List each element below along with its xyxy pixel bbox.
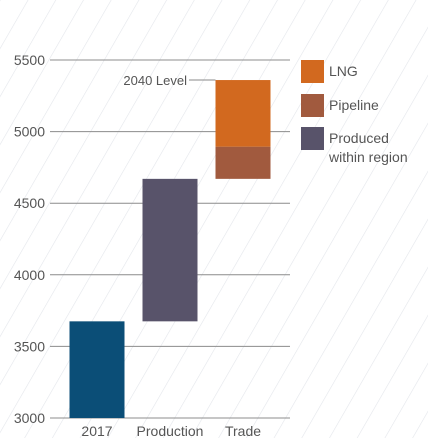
x-tick-label-2017: 2017 xyxy=(81,423,112,438)
legend-label-produced-within-region: Produced within region xyxy=(328,130,408,165)
bar-trade-lng xyxy=(215,80,271,147)
bar-trade-pipeline xyxy=(215,146,271,179)
y-tick-label-5500: 5500 xyxy=(14,52,45,68)
y-tick-label-4000: 4000 xyxy=(14,267,45,283)
legend-label-lng: LNG xyxy=(329,63,358,79)
bars xyxy=(69,80,271,418)
legend-swatch-lng xyxy=(301,60,324,83)
labels: 3000 3500 4000 4500 5000 5500 2017 Production Tr… xyxy=(14,52,261,438)
legend-swatch-produced-within-region xyxy=(301,127,324,150)
legend: LNG Pipeline Produced within region xyxy=(301,60,408,165)
legend-swatch-pipeline xyxy=(301,94,324,117)
legend-label-pipeline: Pipeline xyxy=(329,97,379,113)
y-tick-label-4500: 4500 xyxy=(14,195,45,211)
bar-2017 xyxy=(69,321,125,418)
x-tick-label-trade: Trade xyxy=(225,423,261,438)
y-tick-label-5000: 5000 xyxy=(14,124,45,140)
x-tick-label-production: Production xyxy=(137,423,204,438)
y-tick-label-3000: 3000 xyxy=(14,410,45,426)
bar-production-produced-within-region xyxy=(142,178,198,322)
y-tick-label-3500: 3500 xyxy=(14,338,45,354)
annotation-2040-level: 2040 Level xyxy=(123,73,187,88)
